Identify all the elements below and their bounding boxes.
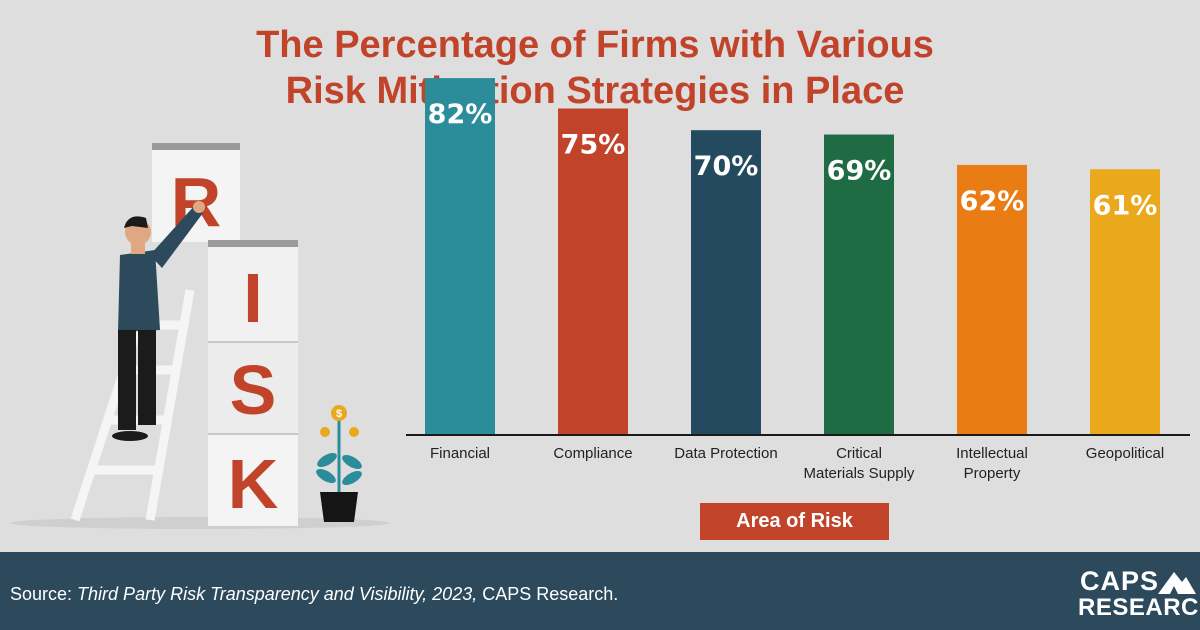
category-label-2-0: Data Protection (674, 445, 777, 462)
bar-value-label-0: 82% (428, 99, 493, 130)
bar-1 (558, 108, 628, 434)
bar-5 (1090, 169, 1160, 434)
bar-value-label-3: 69% (827, 156, 892, 187)
chart-title-line-1: The Percentage of Firms with Various (256, 24, 934, 66)
category-label-1-0: Compliance (553, 445, 632, 462)
coin-symbol: $ (336, 408, 342, 420)
category-label-4-1: Property (964, 465, 1021, 482)
risk-blocks (152, 143, 298, 526)
chart-title: The Percentage of Firms with Various Ris… (0, 22, 1190, 114)
bar-value-label-1: 75% (561, 130, 626, 161)
category-label-4-0: Intellectual (956, 445, 1028, 462)
logo-caps-text: CAPS (1080, 566, 1160, 596)
letter-s: S (230, 351, 277, 429)
letter-i: I (243, 259, 262, 337)
bar-chart: 82% Financial 75% Compliance 70% Data Protect… (406, 78, 1190, 482)
x-axis-title: Area of Risk (700, 503, 889, 540)
caps-research-logo: CAPS RESEARCH (1078, 566, 1200, 622)
source-prefix: Source: (10, 584, 78, 604)
labels-layer: 82% Financial 75% Compliance 70% Data Protect… (428, 99, 1165, 482)
category-label-0-0: Financial (430, 445, 490, 462)
logo-research-text: RESEARCH (1078, 594, 1200, 621)
category-label-5-0: Geopolitical (1086, 445, 1164, 462)
bars-layer (425, 78, 1160, 435)
person-icon (112, 201, 205, 441)
bar-3 (824, 134, 894, 435)
risk-blocks-illustration: R I S K $ (10, 143, 390, 529)
category-label-3-1: Materials Supply (804, 465, 915, 482)
source-text: Source: Third Party Risk Transparency an… (10, 584, 618, 605)
letter-k: K (228, 445, 279, 523)
bar-value-label-2: 70% (694, 151, 759, 182)
source-suffix: CAPS Research. (477, 584, 619, 604)
chart-title-line-2: Risk Mitigation Strategies in Place (285, 70, 905, 112)
category-label-3-0: Critical (836, 445, 882, 462)
mountain-icon (1158, 572, 1196, 594)
bar-value-label-4: 62% (960, 186, 1025, 217)
money-plant-icon: $ (316, 405, 362, 522)
bar-0 (425, 78, 495, 435)
source-title: Third Party Risk Transparency and Visibi… (77, 584, 478, 604)
footer-bar: Source: Third Party Risk Transparency an… (0, 552, 1200, 630)
bar-2 (691, 130, 761, 434)
bar-4 (957, 164, 1027, 435)
bar-value-label-5: 61% (1093, 190, 1158, 221)
